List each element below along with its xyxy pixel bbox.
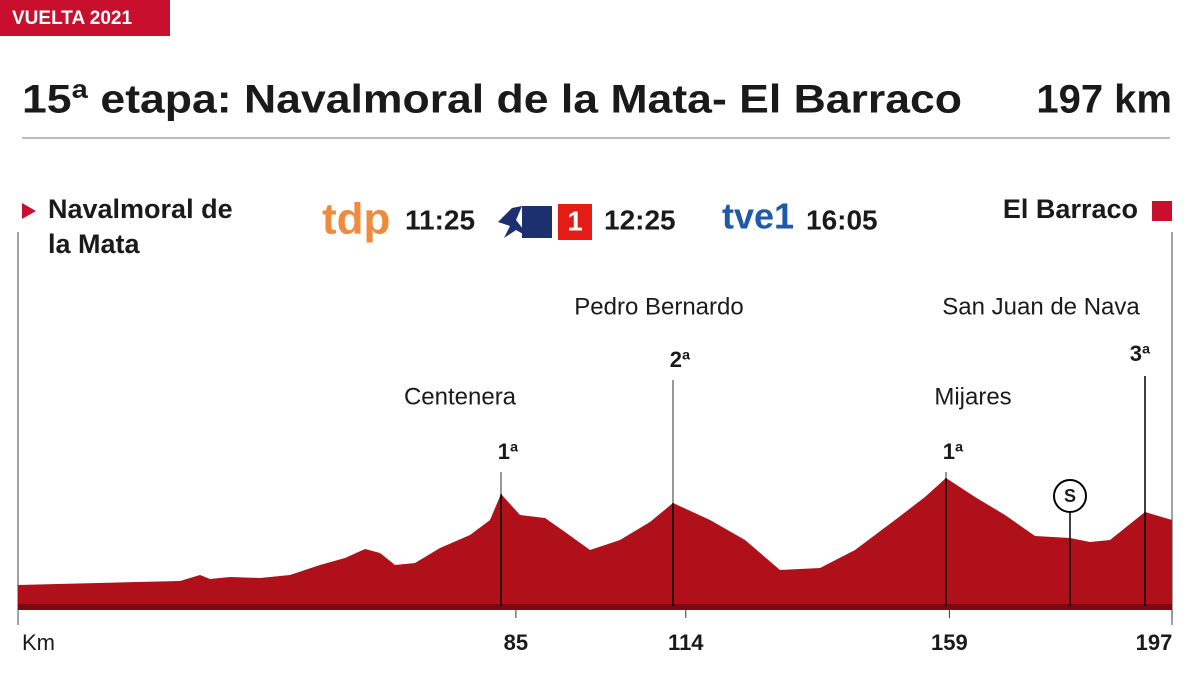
sprint-label: S bbox=[1064, 486, 1076, 506]
climb-category: 3ª bbox=[1130, 341, 1151, 366]
axis-label: Km bbox=[22, 630, 55, 655]
climb-name: Mijares bbox=[934, 383, 1011, 410]
climb-name: Pedro Bernardo bbox=[574, 293, 743, 320]
elevation-profile bbox=[18, 478, 1172, 610]
broadcast-time: 11:25 bbox=[405, 204, 475, 235]
finish-name: El Barraco bbox=[1003, 194, 1138, 224]
broadcast-time: 16:05 bbox=[806, 204, 878, 235]
x-tick-label: 197 bbox=[1136, 630, 1173, 655]
x-tick-label: 159 bbox=[931, 630, 968, 655]
finish-marker bbox=[1152, 201, 1172, 221]
start-marker bbox=[22, 203, 36, 219]
climb-name: San Juan de Nava bbox=[942, 293, 1140, 320]
la1-box bbox=[558, 204, 592, 240]
sprint-circle bbox=[1053, 479, 1087, 513]
x-tick-label: 85 bbox=[504, 630, 528, 655]
tve-bars bbox=[522, 206, 552, 238]
badge-bg bbox=[0, 0, 170, 36]
climb-category: 2ª bbox=[670, 347, 691, 372]
badge: VUELTA 2021 bbox=[12, 8, 132, 29]
channel-logo: 1 bbox=[567, 205, 583, 236]
start-name: Navalmoral de bbox=[48, 194, 233, 224]
start-name: la Mata bbox=[48, 229, 141, 259]
broadcast-time: 12:25 bbox=[604, 204, 676, 235]
distance: 197 km bbox=[1036, 78, 1172, 122]
climb-category: 1ª bbox=[498, 439, 519, 464]
baseline bbox=[18, 604, 1172, 610]
channel-logo: tdp bbox=[322, 195, 390, 244]
title: 15ª etapa: Navalmoral de la Mata- El Bar… bbox=[22, 78, 962, 122]
x-tick-label: 114 bbox=[668, 630, 704, 655]
climb-name: Centenera bbox=[404, 383, 517, 410]
climb-category: 1ª bbox=[943, 439, 964, 464]
channel-logo: tve1 bbox=[722, 196, 794, 237]
